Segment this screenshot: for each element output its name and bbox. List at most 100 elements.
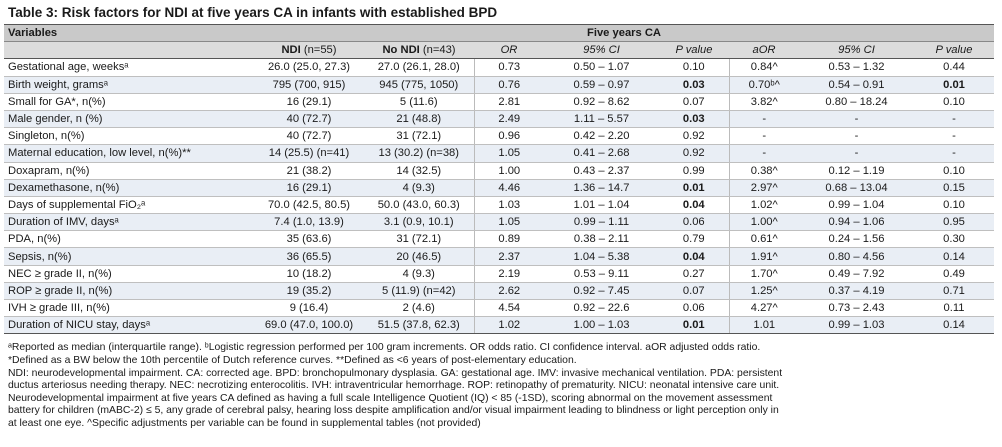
cell-ap: 0.14 (914, 316, 995, 335)
cell-or: 2.37 (473, 247, 544, 266)
cell-ci: 0.42 – 2.20 (544, 127, 659, 146)
cell-nondi: 31 (72.1) (364, 230, 474, 249)
variables-header: Variables (4, 23, 254, 43)
cell-aor: 1.02^ (728, 196, 799, 215)
cell-var: PDA, n(%) (4, 230, 254, 249)
cell-ci: 0.92 – 8.62 (544, 93, 659, 111)
cell-p: 0.03 (659, 76, 729, 94)
cell-p: 0.01 (659, 316, 729, 335)
cell-nondi: 3.1 (0.9, 10.1) (364, 213, 474, 232)
col-header-ci: 95% CI (544, 41, 659, 60)
cell-var: Duration of NICU stay, daysᵃ (4, 316, 254, 335)
cell-p: 0.92 (659, 127, 729, 146)
cell-or: 0.96 (473, 127, 544, 146)
cell-aor: 0.84^ (728, 58, 799, 77)
cell-p: 0.07 (659, 282, 729, 301)
table-row: Doxapram, n(%) 21 (38.2) 14 (32.5) 1.00 0.43… (4, 162, 995, 180)
cell-aor: 1.70^ (728, 265, 799, 283)
cell-nondi: 50.0 (43.0, 60.3) (364, 196, 474, 215)
table-row: Gestational age, weeksᵃ 26.0 (25.0, 27.3)… (4, 58, 995, 77)
cell-var: Maternal education, low level, n(%)** (4, 144, 254, 163)
cell-ndi: 16 (29.1) (254, 93, 364, 111)
blank-header-cell (4, 41, 254, 60)
cell-ndi: 9 (16.4) (254, 299, 364, 318)
cell-var: Birth weight, gramsᵃ (4, 76, 254, 94)
table-row: Dexamethasone, n(%) 16 (29.1) 4 (9.3) 4.46 1… (4, 179, 995, 197)
table-figure: Table 3: Risk factors for NDI at five ye… (4, 0, 998, 431)
cell-ci: 0.43 – 2.37 (544, 162, 659, 180)
cell-nondi: 5 (11.6) (364, 93, 474, 111)
cell-aor: 1.01 (728, 316, 799, 335)
cell-aci: 0.37 – 4.19 (799, 282, 914, 301)
cell-ap: 0.11 (914, 299, 995, 318)
cell-nondi: 13 (30.2) (n=38) (364, 144, 474, 163)
cell-nondi: 20 (46.5) (364, 247, 474, 266)
cell-var: Male gender, n (%) (4, 110, 254, 129)
cell-ndi: 19 (35.2) (254, 282, 364, 301)
cell-p: 0.03 (659, 110, 729, 129)
col-header-aor: aOR (729, 41, 799, 60)
cell-ap: 0.14 (914, 247, 995, 266)
col-header-ap: P value (914, 41, 995, 60)
table-row: Duration of IMV, daysᵃ 7.4 (1.0, 13.9) 3.1… (4, 213, 995, 232)
table-row: PDA, n(%) 35 (63.6) 31 (72.1) 0.89 0.38 – 2.… (4, 230, 995, 249)
cell-var: Days of supplemental FiO₂ᵃ (4, 196, 254, 215)
table-row: IVH ≥ grade III, n(%) 9 (16.4) 2 (4.6) 4.54… (4, 299, 995, 318)
cell-ap: - (914, 127, 995, 146)
col-header-p: P value (659, 41, 729, 60)
cell-aci: 0.80 – 18.24 (799, 93, 914, 111)
cell-or: 0.89 (473, 230, 544, 249)
cell-aci: - (799, 144, 914, 163)
cell-ci: 1.01 – 1.04 (544, 196, 659, 215)
cell-nondi: 2 (4.6) (364, 299, 474, 318)
cell-ap: 0.15 (914, 179, 995, 197)
cell-or: 2.62 (473, 282, 544, 301)
cell-var: Singleton, n(%) (4, 127, 254, 146)
header-row-columns: NDI (n=55) No NDI (n=43) OR 95% CI P val… (4, 41, 995, 60)
cell-aor: 4.27^ (728, 299, 799, 318)
cell-or: 1.00 (473, 162, 544, 180)
cell-aci: - (799, 127, 914, 146)
cell-nondi: 4 (9.3) (364, 265, 474, 283)
cell-nondi: 14 (32.5) (364, 162, 474, 180)
cell-aor: 1.25^ (728, 282, 799, 301)
cell-aor: 0.70ᵇ^ (728, 76, 799, 94)
table-row: Singleton, n(%) 40 (72.7) 31 (72.1) 0.96 0.4… (4, 127, 995, 146)
cell-or: 1.05 (473, 144, 544, 163)
cell-nondi: 945 (775, 1050) (364, 76, 474, 94)
cell-ndi: 36 (65.5) (254, 247, 364, 266)
cell-var: Sepsis, n(%) (4, 247, 254, 266)
cell-aor: - (728, 110, 799, 129)
cell-ndi: 26.0 (25.0, 27.3) (254, 58, 364, 77)
cell-aci: 0.49 – 7.92 (799, 265, 914, 283)
cell-ci: 0.41 – 2.68 (544, 144, 659, 163)
cell-var: Dexamethasone, n(%) (4, 179, 254, 197)
cell-nondi: 31 (72.1) (364, 127, 474, 146)
cell-var: ROP ≥ grade II, n(%) (4, 282, 254, 301)
cell-nondi: 5 (11.9) (n=42) (364, 282, 474, 301)
cell-ap: 0.71 (914, 282, 995, 301)
cell-p: 0.10 (659, 58, 729, 77)
cell-ndi: 40 (72.7) (254, 110, 364, 129)
cell-ndi: 10 (18.2) (254, 265, 364, 283)
cell-aor: 1.00^ (728, 213, 799, 232)
cell-ci: 0.92 – 7.45 (544, 282, 659, 301)
cell-ci: 0.38 – 2.11 (544, 230, 659, 249)
risk-factor-table: Variables Five years CA NDI (n=55) No ND… (4, 23, 995, 335)
cell-ndi: 69.0 (47.0, 100.0) (254, 316, 364, 335)
cell-ci: 0.99 – 1.11 (544, 213, 659, 232)
cell-aor: - (728, 144, 799, 163)
cell-aci: 0.80 – 4.56 (799, 247, 914, 266)
cell-p: 0.07 (659, 93, 729, 111)
cell-var: Gestational age, weeksᵃ (4, 58, 254, 77)
cell-nondi: 27.0 (26.1, 28.0) (364, 58, 474, 77)
table-row: Maternal education, low level, n(%)** 14 … (4, 144, 995, 163)
footnote: NDI: neurodevelopmental impairment. CA: … (8, 367, 783, 429)
cell-ci: 0.59 – 0.97 (544, 76, 659, 94)
cell-ap: 0.95 (914, 213, 995, 232)
cell-p: 0.06 (659, 299, 729, 318)
cell-or: 2.49 (473, 110, 544, 129)
header-row-group: Variables Five years CA (4, 23, 995, 43)
cell-p: 0.92 (659, 144, 729, 163)
cell-aci: - (799, 110, 914, 129)
